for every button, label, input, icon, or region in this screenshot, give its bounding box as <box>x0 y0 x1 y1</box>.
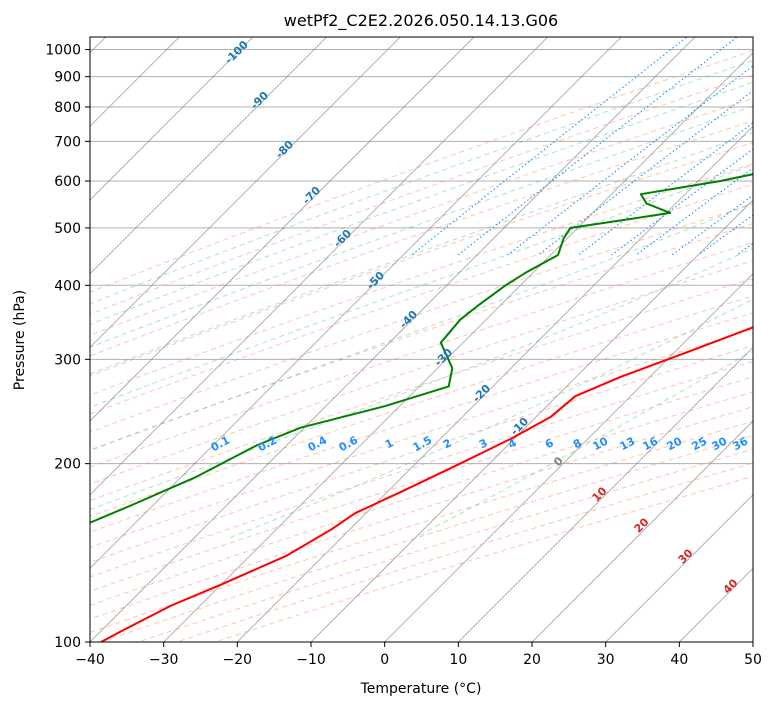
y-tick-label: 600 <box>54 174 81 190</box>
x-tick-label: −30 <box>149 652 179 668</box>
y-tick-label: 200 <box>54 457 81 473</box>
x-tick-label: 20 <box>523 652 541 668</box>
y-axis-label: Pressure (hPa) <box>12 290 28 390</box>
plot-area: -100-90-80-70-60-50-40-30-20-10010203040… <box>90 37 753 642</box>
isotherm-line <box>163 52 753 642</box>
mixing-ratio-label: 10 <box>591 434 611 453</box>
isotherm-line <box>90 37 475 422</box>
dry-adiabat-line <box>90 391 753 606</box>
moist-adiabat-line <box>90 164 753 408</box>
y-tick-label: 100 <box>54 635 81 651</box>
moist-adiabat-line <box>90 202 753 452</box>
isotherm-line <box>90 37 254 201</box>
adiabat-layer <box>90 50 753 642</box>
temperature-line <box>100 326 753 642</box>
x-tick-label: 40 <box>670 652 688 668</box>
x-axis: −40 −30 −20 −10 0 10 20 30 40 50 <box>75 642 762 668</box>
isotherm-line <box>236 125 753 642</box>
y-tick-label: 300 <box>54 352 81 368</box>
isotherm-line <box>384 273 753 642</box>
y-tick-label: 400 <box>54 278 81 294</box>
moist-adiabat-line <box>90 105 753 348</box>
moist-adiabat-line <box>415 350 753 539</box>
mixing-ratio-line <box>611 148 753 256</box>
x-tick-label: −20 <box>223 652 253 668</box>
x-axis-label: Temperature (°C) <box>360 681 482 697</box>
mixing-ratio-line <box>507 65 753 256</box>
dry-adiabat-line <box>90 50 753 293</box>
mixing-ratio-label: 16 <box>641 434 661 453</box>
plot-frame <box>89 36 754 643</box>
x-tick-label: 0 <box>380 652 389 668</box>
y-tick-label: 500 <box>54 221 81 237</box>
dry-adiabat-line <box>90 345 753 563</box>
isotherm-line <box>90 37 549 496</box>
y-tick-label: 700 <box>54 134 81 150</box>
isotherm-line <box>310 199 753 642</box>
moist-adiabat-line <box>90 81 753 325</box>
dry-adiabat-line <box>90 183 753 415</box>
dewpoint-line <box>90 173 753 524</box>
dry-adiabat-line <box>90 203 753 433</box>
mixing-ratio-label: 36 <box>731 434 751 453</box>
chart-title: wetPf2_C2E2.2026.050.14.13.G06 <box>284 11 558 31</box>
dry-adiabat-line <box>90 260 753 485</box>
mixing-ratio-label: 20 <box>665 434 685 453</box>
dry-adiabat-line <box>90 120 753 357</box>
y-tick-label: 800 <box>54 100 81 116</box>
moist-adiabat-line <box>90 60 753 305</box>
isotherm-line <box>90 37 696 642</box>
dry-adiabat-line <box>90 278 753 502</box>
y-tick-label: 1000 <box>45 43 81 59</box>
x-tick-label: 10 <box>449 652 467 668</box>
isotherm-line <box>531 420 753 642</box>
mixing-ratio-label: 13 <box>618 435 638 454</box>
x-tick-label: −10 <box>296 652 326 668</box>
y-axis: 100 200 300 400 500 600 700 800 900 1000 <box>45 43 90 651</box>
x-tick-label: 50 <box>744 652 762 668</box>
isotherm-line <box>90 37 328 275</box>
x-tick-label: 30 <box>597 652 615 668</box>
mixing-ratio-label: 30 <box>710 434 730 453</box>
mixing-ratio-line <box>671 194 753 256</box>
dry-adiabat-line <box>90 97 753 336</box>
x-tick-label: −40 <box>75 652 105 668</box>
mixing-ratio-label: 25 <box>690 435 710 454</box>
isotherm-line <box>90 37 622 569</box>
mixing-ratio-layer <box>411 37 753 256</box>
dry-adiabat-line <box>90 328 753 548</box>
mixing-ratio-line <box>411 37 688 256</box>
mixing-ratio-line <box>537 90 753 256</box>
series-layer <box>90 173 753 642</box>
y-tick-label: 900 <box>54 70 81 86</box>
isotherm-line <box>605 494 753 642</box>
isotherm-line <box>457 346 753 642</box>
